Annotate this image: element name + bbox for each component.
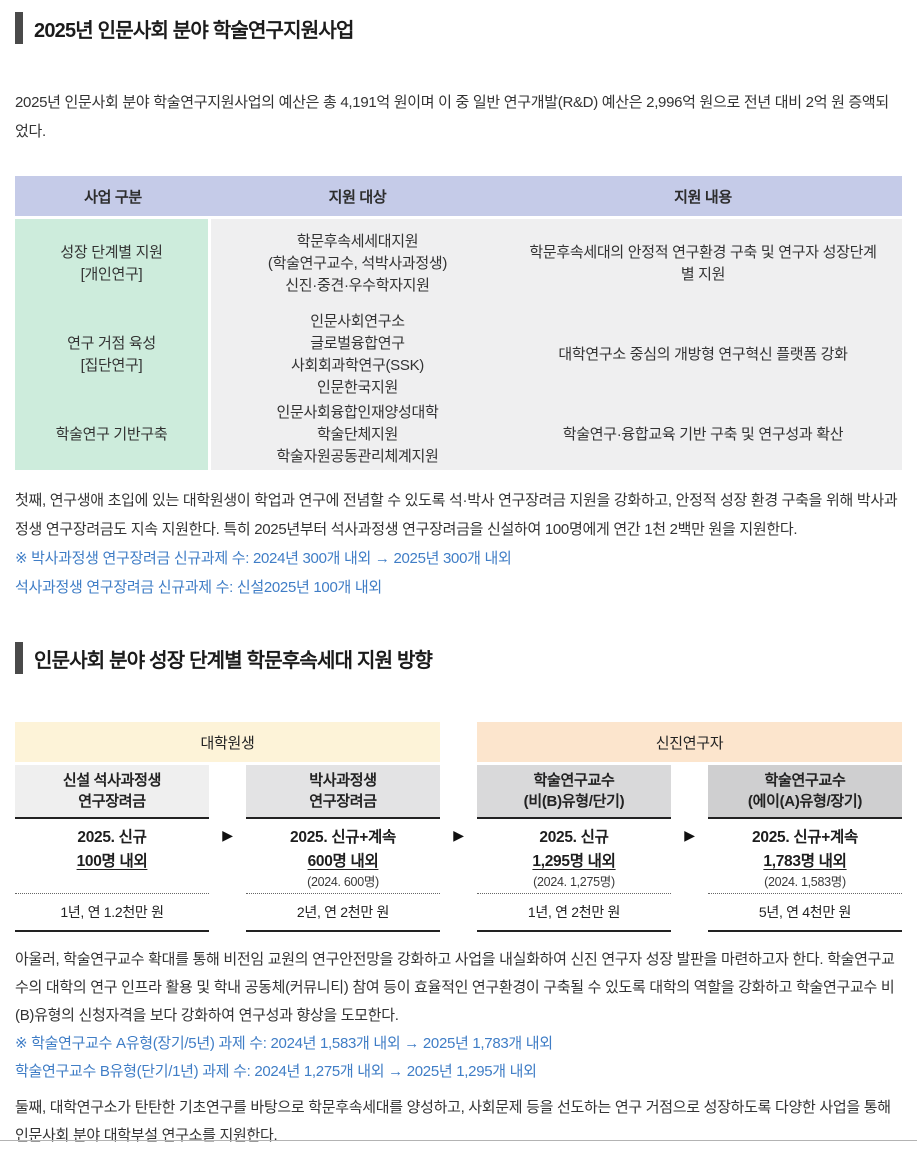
flow-box-count-line: 1,783명 내외 — [763, 853, 847, 870]
section2-title: 인문사회 분야 성장 단계별 학문후속세대 지원 방향 — [34, 649, 433, 672]
category-cell: 연구 거점 육성 [집단연구] — [15, 309, 211, 400]
support-flow-diagram: 대학원생 신진연구자 신설 석사과정생 연구장려금 2025. 신규 100명 … — [15, 722, 902, 932]
section1-title: 2025년 인문사회 분야 학술연구지원사업 — [34, 19, 354, 42]
flow-box-new-masters: 신설 석사과정생 연구장려금 2025. 신규 100명 내외 1년, 연 1.… — [15, 765, 209, 932]
section2-accent-bar — [15, 642, 23, 674]
flow-box-footer: 1년, 연 2천만 원 — [477, 893, 671, 932]
flow-box-body: 2025. 신규+계속 1,783명 내외 (2024. 1,583명) — [708, 819, 902, 893]
target-cell: 학문후속세세대지원 (학술연구교수, 석박사과정생) 신진·중견·우수학자지원 — [211, 219, 504, 309]
flow-box-title: 학술연구교수 (비(B)유형/단기) — [477, 765, 671, 819]
flow-box-year-line: 2025. 신규+계속 — [290, 829, 396, 846]
flow-box-count-line: 1,295명 내외 — [532, 853, 616, 870]
arrow-right-icon: ▶ — [453, 827, 464, 843]
flow-box-footer: 5년, 연 4천만 원 — [708, 893, 902, 932]
intro-paragraph: 2025년 인문사회 분야 학술연구지원사업의 예산은 총 4,191억 원이며… — [15, 94, 889, 140]
flow-box-doctoral: 박사과정생 연구장려금 2025. 신규+계속 600명 내외 (2024. 6… — [246, 765, 440, 932]
target-cell: 인문사회융합인재양성대학 학술단체지원 학술자원공동관리체계지원 — [211, 400, 504, 470]
footnote-line: 학술연구교수 B유형(단기/1년) 과제 수: 2024년 1,275개 내외 … — [15, 1063, 537, 1080]
flow-box-year-line: 2025. 신규 — [539, 829, 609, 846]
flow-box-footer: 1년, 연 1.2천만 원 — [15, 893, 209, 932]
content-cell: 학문후속세대의 안정적 연구환경 구축 및 연구자 성장단계별 지원 — [504, 219, 902, 309]
flow-box-title: 박사과정생 연구장려금 — [246, 765, 440, 819]
flow-box-count-line: 100명 내외 — [76, 853, 148, 870]
flow-box-professor-b: 학술연구교수 (비(B)유형/단기) 2025. 신규 1,295명 내외 (2… — [477, 765, 671, 932]
closing-paragraph: 둘째, 대학연구소가 탄탄한 기초연구를 바탕으로 학문후속세대를 양성하고, … — [15, 1099, 891, 1144]
arrow-right-icon: ▶ — [684, 827, 695, 843]
flow-box-title: 신설 석사과정생 연구장려금 — [15, 765, 209, 819]
arrow-right-icon: ▶ — [222, 827, 233, 843]
flow-box-prev-line: (2024. 1,275명) — [533, 875, 615, 889]
flow-box-year-line: 2025. 신규 — [77, 829, 147, 846]
first-point-paragraph: 첫째, 연구생애 초입에 있는 대학원생이 학업과 연구에 전념할 수 있도록 … — [15, 492, 898, 538]
second-point-block: 아울러, 학술연구교수 확대를 통해 비전임 교원의 연구안전망을 강화하고 사… — [15, 946, 902, 1086]
category-cell: 학술연구 기반구축 — [15, 400, 211, 470]
flow-box-body: 2025. 신규+계속 600명 내외 (2024. 600명) — [246, 819, 440, 893]
footnote-line: ※ 학술연구교수 A유형(장기/5년) 과제 수: 2024년 1,583개 내… — [15, 1035, 553, 1052]
group-header-new-researcher: 신진연구자 — [477, 722, 902, 762]
flow-box-body: 2025. 신규 100명 내외 — [15, 819, 209, 893]
group-header-graduate: 대학원생 — [15, 722, 440, 762]
flow-box-title: 학술연구교수 (에이(A)유형/장기) — [708, 765, 902, 819]
flow-arrow: ▶ — [209, 765, 246, 932]
footnote-line: ※ 박사과정생 연구장려금 신규과제 수: 2024년 300개 내외 → 20… — [15, 550, 512, 567]
flow-box-professor-a: 학술연구교수 (에이(A)유형/장기) 2025. 신규+계속 1,783명 내… — [708, 765, 902, 932]
flow-arrow: ▶ — [671, 765, 708, 932]
footnote-line: 석사과정생 연구장려금 신규과제 수: 신설2025년 100개 내외 — [15, 579, 382, 596]
table-header-row: 사업 구분 지원 대상 지원 내용 — [15, 176, 902, 216]
flow-arrow: ▶ — [440, 765, 477, 932]
col-header-target: 지원 대상 — [328, 188, 387, 206]
section1-accent-bar — [15, 12, 23, 44]
first-point-block: 첫째, 연구생애 초입에 있는 대학원생이 학업과 연구에 전념할 수 있도록 … — [15, 486, 902, 602]
content-cell: 학술연구·융합교육 기반 구축 및 연구성과 확산 — [504, 400, 902, 470]
second-point-paragraph: 아울러, 학술연구교수 확대를 통해 비전임 교원의 연구안전망을 강화하고 사… — [15, 951, 895, 1024]
section2-title-row: 인문사회 분야 성장 단계별 학문후속세대 지원 방향 — [15, 642, 902, 674]
category-cell: 성장 단계별 지원 [개인연구] — [15, 219, 211, 309]
flow-box-prev-line: (2024. 1,583명) — [764, 875, 846, 889]
flow-box-count-line: 600명 내외 — [307, 853, 379, 870]
target-cell: 인문사회연구소 글로벌융합연구 사회회과학연구(SSK) 인문한국지원 — [211, 309, 504, 400]
flow-box-footer: 2년, 연 2천만 원 — [246, 893, 440, 932]
flow-box-body: 2025. 신규 1,295명 내외 (2024. 1,275명) — [477, 819, 671, 893]
program-table: 사업 구분 지원 대상 지원 내용 성장 단계별 지원 [개인연구] 학문후속세… — [15, 176, 902, 470]
table-body: 성장 단계별 지원 [개인연구] 학문후속세세대지원 (학술연구교수, 석박사과… — [15, 219, 902, 470]
col-header-content: 지원 내용 — [674, 188, 732, 206]
content-cell: 대학연구소 중심의 개방형 연구혁신 플랫폼 강화 — [504, 309, 902, 400]
flow-box-year-line: 2025. 신규+계속 — [752, 829, 858, 846]
col-header-category: 사업 구분 — [84, 188, 142, 206]
section1-title-row: 2025년 인문사회 분야 학술연구지원사업 — [15, 12, 902, 44]
flow-box-prev-line: (2024. 600명) — [307, 875, 379, 889]
bottom-divider — [0, 1140, 917, 1141]
